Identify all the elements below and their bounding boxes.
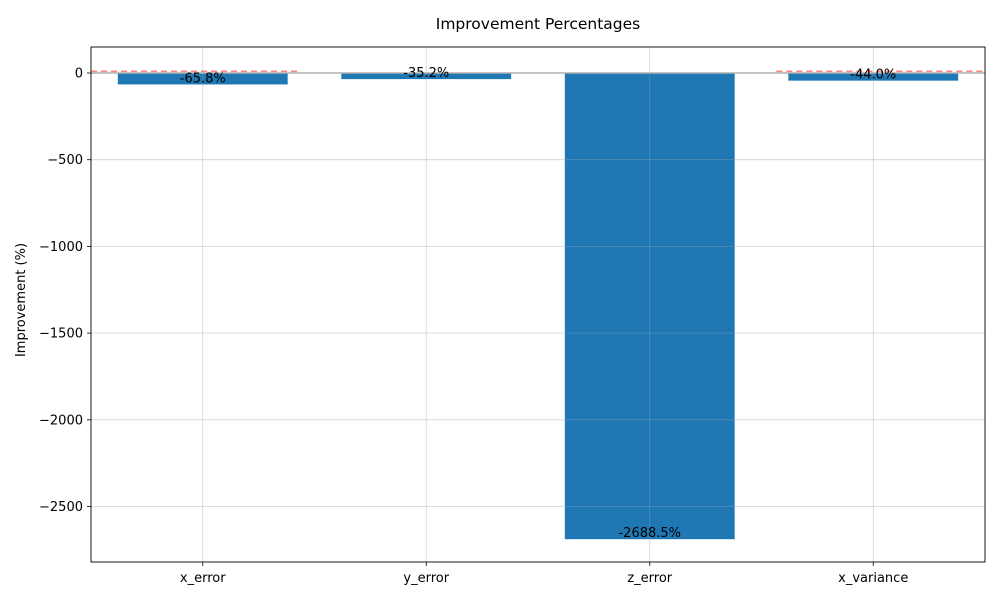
y-axis-label: Improvement (%) [14, 243, 29, 357]
x-tick-label: y_error [403, 571, 449, 586]
plot-frame [90, 46, 986, 563]
grid-lines [91, 47, 985, 562]
y-tick-label: −500 [47, 153, 83, 168]
x-tick-label: x_error [180, 571, 226, 586]
bar-z-error [564, 73, 735, 540]
y-tick-label: 0 [75, 67, 83, 82]
x-tick-label: x_variance [838, 571, 908, 586]
y-tick-label: −1500 [39, 327, 83, 342]
data-labels: -65.8% -35.2% -2688.5% -44.0% [180, 66, 897, 541]
bar-x-error [117, 73, 288, 85]
axes: 0 −500 −1000 −1500 −2000 −2500 x_error y_error z… [39, 46, 986, 586]
y-tick-label: −2500 [39, 500, 83, 515]
x-tick-label: z_error [627, 571, 672, 586]
data-label: -35.2% [403, 66, 449, 81]
y-tick-label: −2000 [39, 413, 83, 428]
reference-lines [91, 47, 985, 562]
bar-x-variance [788, 73, 959, 81]
bar-y-error [341, 73, 512, 80]
chart-title: Improvement Percentages [436, 15, 640, 33]
data-label: -44.0% [850, 68, 896, 83]
data-label: -65.8% [180, 71, 226, 86]
data-label: -2688.5% [618, 526, 681, 541]
bars [117, 73, 959, 540]
y-tick-label: −1000 [39, 240, 83, 255]
